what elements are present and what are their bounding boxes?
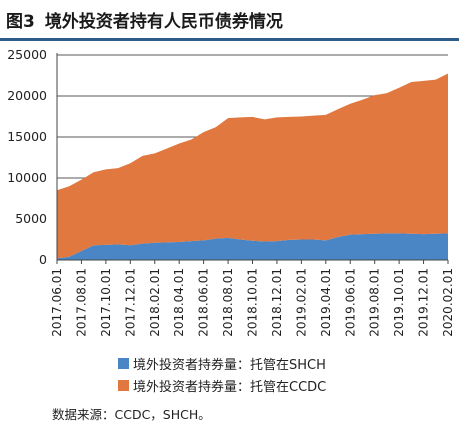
x-tick-label-2018.12.01: 2018.12.01 [270, 268, 284, 337]
x-tick-label-2018.02.01: 2018.02.01 [148, 268, 162, 337]
figure-title-text: 境外投资者持有人民币债券情况 [44, 11, 283, 32]
x-tick-label-2017.12.01: 2017.12.01 [123, 268, 137, 337]
x-tick-label-2019.02.01: 2019.02.01 [294, 268, 308, 337]
x-tick-label-2018.06.01: 2018.06.01 [197, 268, 211, 337]
y-tick-label-0: 0 [39, 252, 47, 267]
x-tick-label-2017.08.01: 2017.08.01 [74, 268, 88, 337]
x-tick-label-2017.10.01: 2017.10.01 [99, 268, 113, 337]
x-tick-label-2019.08.01: 2019.08.01 [368, 268, 382, 337]
figure-title: 图3 境外投资者持有人民币债券情况 [6, 4, 453, 34]
y-tick-label-25000: 25000 [7, 47, 47, 62]
x-tick-label-2018.10.01: 2018.10.01 [246, 268, 260, 337]
x-tick-label-2020.02.01: 2020.02.01 [441, 268, 455, 337]
area-series-shch [57, 233, 448, 260]
legend-swatch-ccdc [118, 379, 129, 391]
x-tick-label-2018.04.01: 2018.04.01 [172, 268, 186, 337]
y-tick-label-5000: 5000 [15, 211, 47, 226]
legend-label-ccdc: 境外投资者持券量：托管在CCDC [133, 379, 327, 395]
source-note: 数据来源：CCDC，SHCH。 [52, 407, 211, 422]
y-tick-label-20000: 20000 [7, 88, 47, 103]
legend-item-shch: 境外投资者持券量：托管在SHCH [118, 352, 326, 374]
figure-number: 图3 [6, 11, 35, 32]
x-tick-label-2019.04.01: 2019.04.01 [319, 268, 333, 337]
legend: 境外投资者持券量：托管在SHCH 境外投资者持券量：托管在CCDC [118, 352, 326, 396]
x-tick-label-2019.12.01: 2019.12.01 [417, 268, 431, 337]
x-tick-label-2018.08.01: 2018.08.01 [221, 268, 235, 337]
legend-label-shch: 境外投资者持券量：托管在SHCH [133, 357, 326, 373]
area-series-ccdc [57, 73, 448, 259]
title-rule [0, 38, 459, 41]
y-tick-label-15000: 15000 [7, 129, 47, 144]
x-tick-label-2019.10.01: 2019.10.01 [392, 268, 406, 337]
y-tick-label-10000: 10000 [7, 170, 47, 185]
legend-swatch-shch [118, 357, 129, 369]
legend-item-ccdc: 境外投资者持券量：托管在CCDC [118, 374, 326, 396]
x-tick-label-2019.06.01: 2019.06.01 [343, 268, 357, 337]
x-tick-label-2017.06.01: 2017.06.01 [50, 268, 64, 337]
